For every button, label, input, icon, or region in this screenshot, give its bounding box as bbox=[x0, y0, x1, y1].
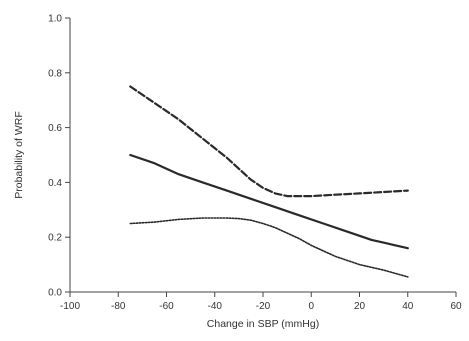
y-tick-label: 0.6 bbox=[48, 123, 62, 134]
y-tick-label: 0.4 bbox=[48, 178, 62, 189]
axes bbox=[69, 18, 456, 293]
series-layer bbox=[129, 85, 409, 278]
x-tick-label: 60 bbox=[450, 301, 462, 312]
x-tick-label: 20 bbox=[354, 301, 366, 312]
x-ticks: -100 -80 -60 -40 -20 0 20 40 60 bbox=[60, 292, 462, 312]
y-tick-label: 0.8 bbox=[48, 68, 62, 79]
y-axis-title: Probability of WRF bbox=[13, 111, 25, 199]
x-tick-label: 40 bbox=[402, 301, 414, 312]
x-tick-label: -100 bbox=[60, 301, 80, 312]
x-axis-title: Change in SBP (mmHg) bbox=[207, 318, 319, 330]
x-tick-label: 0 bbox=[308, 301, 314, 312]
x-tick-label: -40 bbox=[208, 301, 223, 312]
solid-series-line bbox=[129, 153, 409, 250]
dotted-series-line bbox=[129, 217, 409, 278]
y-tick-label: 0.2 bbox=[48, 233, 62, 244]
y-tick-label: 1.0 bbox=[48, 14, 62, 25]
x-tick-label: -20 bbox=[256, 301, 271, 312]
x-tick-label: -60 bbox=[159, 301, 174, 312]
x-tick-label: -80 bbox=[111, 301, 126, 312]
y-tick-label: 0.0 bbox=[48, 288, 62, 299]
dashed-series-line bbox=[129, 85, 409, 198]
y-ticks: 0.0 0.2 0.4 0.6 0.8 1.0 bbox=[48, 14, 70, 299]
